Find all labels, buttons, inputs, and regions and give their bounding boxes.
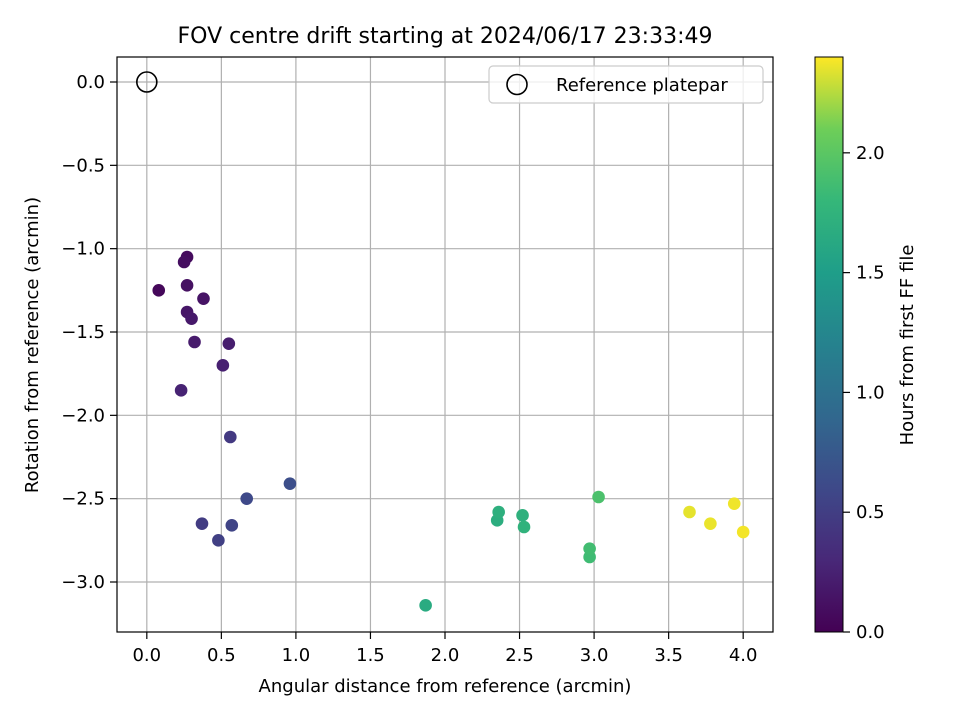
legend-entry-reference-platepar: Reference platepar	[556, 75, 728, 96]
x-axis-label: Angular distance from reference (arcmin)	[259, 676, 632, 697]
data-point	[727, 497, 741, 510]
x-tick-label: 3.5	[654, 645, 683, 666]
data-point	[222, 337, 236, 350]
data-point	[188, 335, 201, 349]
colorbar-tick-label: 0.5	[856, 502, 885, 523]
data-point	[212, 534, 225, 547]
x-tick-label: 2.0	[431, 645, 460, 666]
colorbar-gradient	[814, 56, 844, 633]
data-point	[224, 430, 237, 444]
data-point	[152, 284, 166, 297]
x-tick-label: 4.0	[729, 645, 758, 666]
data-point	[517, 520, 531, 534]
colorbar-label: Hours from first FF file	[897, 245, 918, 446]
x-axis: 0.0 0.5 1.0 1.5 2.0 2.5 3.0 3.5 4.0	[132, 632, 758, 666]
y-tick-label: 0.0	[76, 72, 105, 93]
chart-title: FOV centre drift starting at 2024/06/17 …	[178, 24, 713, 49]
y-tick-label: −1.0	[61, 239, 105, 260]
data-points	[152, 250, 750, 612]
colorbar-tick-label: 1.5	[856, 263, 885, 284]
data-point	[283, 477, 297, 490]
data-point	[516, 509, 529, 522]
data-point	[225, 519, 239, 532]
colorbar-tick-label: 0.0	[856, 622, 885, 643]
x-tick-label: 3.0	[580, 645, 609, 666]
y-axis-label: Rotation from reference (arcmin)	[22, 197, 43, 493]
colorbar: 0.0 0.5 1.0 1.5 2.0 Hours from first FF file	[814, 56, 918, 643]
y-tick-label: −2.0	[61, 405, 105, 426]
data-point	[683, 505, 696, 519]
x-tick-label: 1.5	[356, 645, 385, 666]
data-point	[174, 384, 188, 397]
x-tick-label: 1.0	[282, 645, 311, 666]
data-point	[492, 505, 505, 519]
y-axis: 0.0 −0.5 −1.0 −1.5 −2.0 −2.5 −3.0	[61, 72, 117, 593]
data-point	[185, 312, 198, 325]
x-tick-label: 0.5	[207, 645, 236, 666]
data-point	[592, 490, 605, 504]
colorbar-tick-label: 2.0	[856, 143, 885, 164]
legend-box	[488, 65, 764, 104]
data-point	[216, 359, 230, 372]
colorbar-ticks: 0.0 0.5 1.0 1.5 2.0	[843, 143, 885, 643]
y-tick-label: −1.5	[61, 322, 105, 343]
data-point	[197, 292, 210, 305]
x-tick-label: 0.0	[132, 645, 161, 666]
legend: Reference platepar	[488, 65, 764, 104]
data-point	[736, 525, 750, 539]
data-point	[240, 492, 254, 505]
data-point	[195, 517, 209, 530]
x-tick-label: 2.5	[505, 645, 534, 666]
reference-platepar-marker	[136, 71, 158, 93]
y-tick-label: −2.5	[61, 489, 105, 510]
y-tick-label: −3.0	[61, 572, 105, 593]
legend-marker-icon	[506, 73, 528, 96]
data-point	[419, 599, 432, 612]
plot-frame	[116, 56, 774, 633]
data-point	[704, 517, 717, 530]
data-point	[177, 255, 191, 269]
data-point	[583, 542, 596, 555]
colorbar-tick-label: 1.0	[856, 382, 885, 403]
data-point	[180, 279, 194, 292]
y-tick-label: −0.5	[61, 155, 105, 176]
